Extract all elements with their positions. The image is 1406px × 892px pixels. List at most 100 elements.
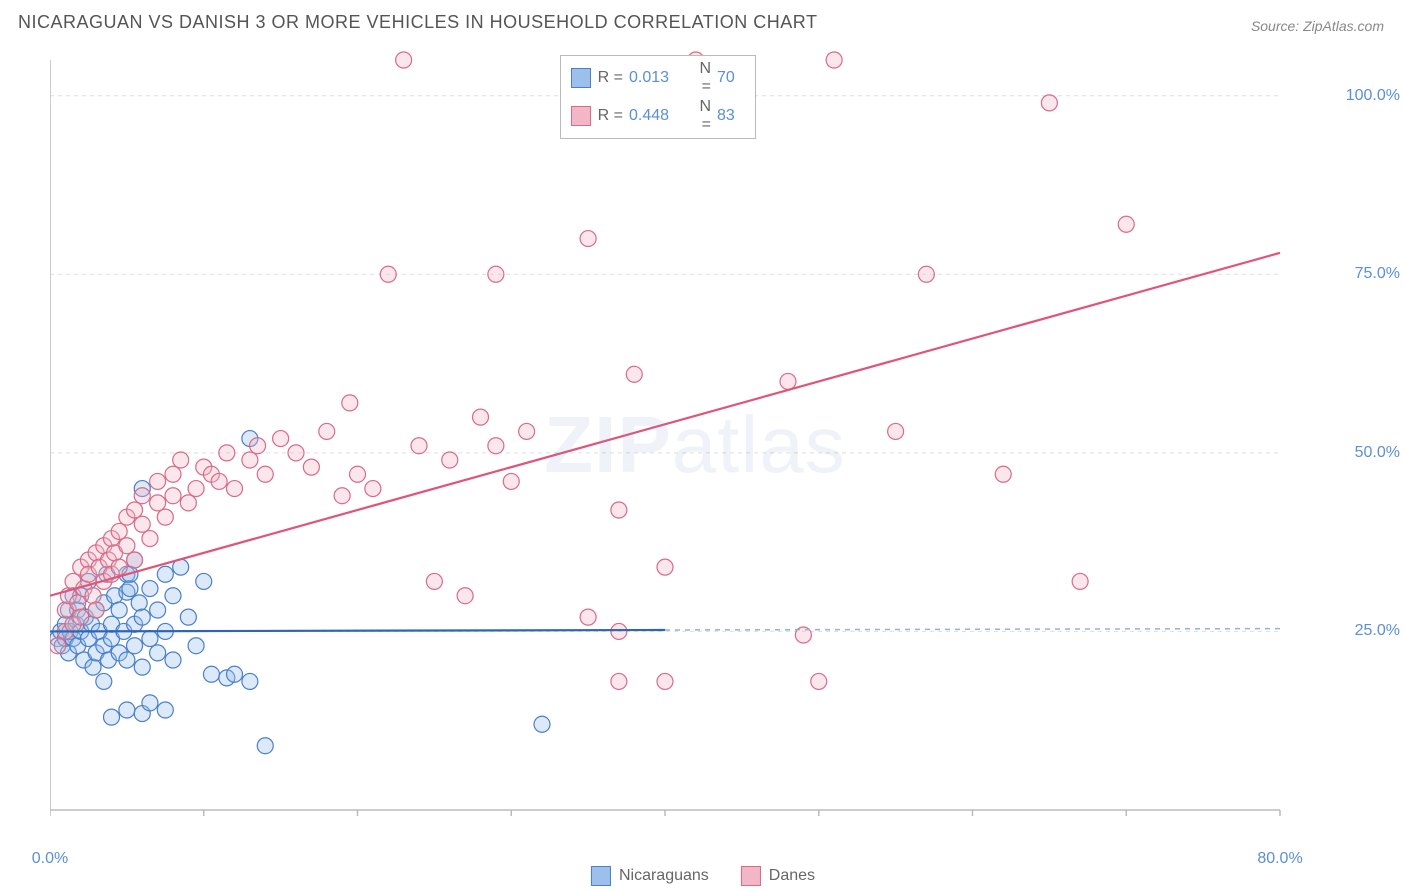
data-point: [457, 588, 473, 604]
x-tick-label: 0.0%: [32, 850, 68, 868]
data-point: [111, 602, 127, 618]
data-point: [127, 552, 143, 568]
data-point: [488, 438, 504, 454]
stats-r-value: 0.013: [629, 69, 681, 87]
data-point: [211, 473, 227, 489]
data-point: [104, 709, 120, 725]
data-point: [342, 395, 358, 411]
source-label: Source: ZipAtlas.com: [1251, 18, 1384, 34]
data-point: [811, 673, 827, 689]
data-point: [50, 638, 66, 654]
data-point: [242, 673, 258, 689]
data-point: [96, 673, 112, 689]
data-point: [73, 609, 89, 625]
data-point: [611, 502, 627, 518]
data-point: [150, 473, 166, 489]
data-point: [580, 609, 596, 625]
y-tick-label: 100.0%: [1346, 87, 1400, 105]
data-point: [888, 423, 904, 439]
data-point: [165, 588, 181, 604]
data-point: [319, 423, 335, 439]
data-point: [119, 702, 135, 718]
data-point: [657, 559, 673, 575]
stats-legend-box: R =0.013N =70R =0.448N =83: [560, 55, 756, 139]
data-point: [180, 495, 196, 511]
data-point: [918, 266, 934, 282]
data-point: [257, 738, 273, 754]
data-point: [165, 488, 181, 504]
stats-n-label: N =: [687, 98, 711, 134]
data-point: [85, 659, 101, 675]
data-point: [70, 595, 86, 611]
y-tick-label: 25.0%: [1355, 622, 1400, 640]
data-point: [242, 452, 258, 468]
data-point: [396, 52, 412, 68]
data-point: [150, 495, 166, 511]
data-point: [157, 566, 173, 582]
data-point: [488, 266, 504, 282]
stats-r-value: 0.448: [629, 107, 681, 125]
data-point: [611, 673, 627, 689]
data-point: [1118, 216, 1134, 232]
stats-swatch: [571, 106, 591, 126]
data-point: [119, 538, 135, 554]
data-point: [173, 452, 189, 468]
data-point: [626, 366, 642, 382]
data-point: [334, 488, 350, 504]
legend-swatch: [591, 866, 611, 886]
legend-bottom: Nicaraguans Danes: [591, 866, 815, 886]
data-point: [134, 609, 150, 625]
stats-swatch: [571, 68, 591, 88]
data-point: [250, 438, 266, 454]
data-point: [203, 666, 219, 682]
data-point: [142, 581, 158, 597]
data-point: [134, 516, 150, 532]
data-point: [85, 588, 101, 604]
data-point: [142, 695, 158, 711]
data-point: [165, 652, 181, 668]
data-point: [657, 673, 673, 689]
data-point: [426, 573, 442, 589]
data-point: [227, 481, 243, 497]
chart-svg: [50, 50, 1340, 840]
data-point: [780, 373, 796, 389]
data-point: [1041, 95, 1057, 111]
data-point: [150, 602, 166, 618]
legend-label: Nicaraguans: [619, 867, 709, 884]
data-point: [188, 481, 204, 497]
data-point: [131, 595, 147, 611]
data-point: [273, 431, 289, 447]
stats-r-label: R =: [597, 107, 623, 125]
legend-swatch: [741, 866, 761, 886]
data-point: [350, 466, 366, 482]
y-tick-label: 50.0%: [1355, 444, 1400, 462]
x-tick-label: 80.0%: [1257, 850, 1302, 868]
legend-item: Nicaraguans: [591, 866, 709, 886]
data-point: [150, 645, 166, 661]
data-point: [134, 659, 150, 675]
stats-n-value: 83: [717, 107, 745, 125]
legend-label: Danes: [769, 867, 815, 884]
data-point: [219, 445, 235, 461]
data-point: [303, 459, 319, 475]
data-point: [119, 652, 135, 668]
data-point: [380, 266, 396, 282]
legend-item: Danes: [741, 866, 815, 886]
data-point: [503, 473, 519, 489]
data-point: [534, 716, 550, 732]
data-point: [111, 523, 127, 539]
data-point: [288, 445, 304, 461]
data-point: [127, 502, 143, 518]
data-point: [1072, 573, 1088, 589]
data-point: [580, 231, 596, 247]
data-point: [127, 638, 143, 654]
stats-n-label: N =: [687, 60, 711, 96]
data-point: [142, 631, 158, 647]
chart-area: ZIPatlas 25.0%50.0%75.0%100.0%0.0%80.0%: [50, 50, 1340, 840]
data-point: [365, 481, 381, 497]
y-tick-label: 75.0%: [1355, 265, 1400, 283]
data-point: [826, 52, 842, 68]
stats-r-label: R =: [597, 69, 623, 87]
data-point: [611, 623, 627, 639]
data-point: [442, 452, 458, 468]
